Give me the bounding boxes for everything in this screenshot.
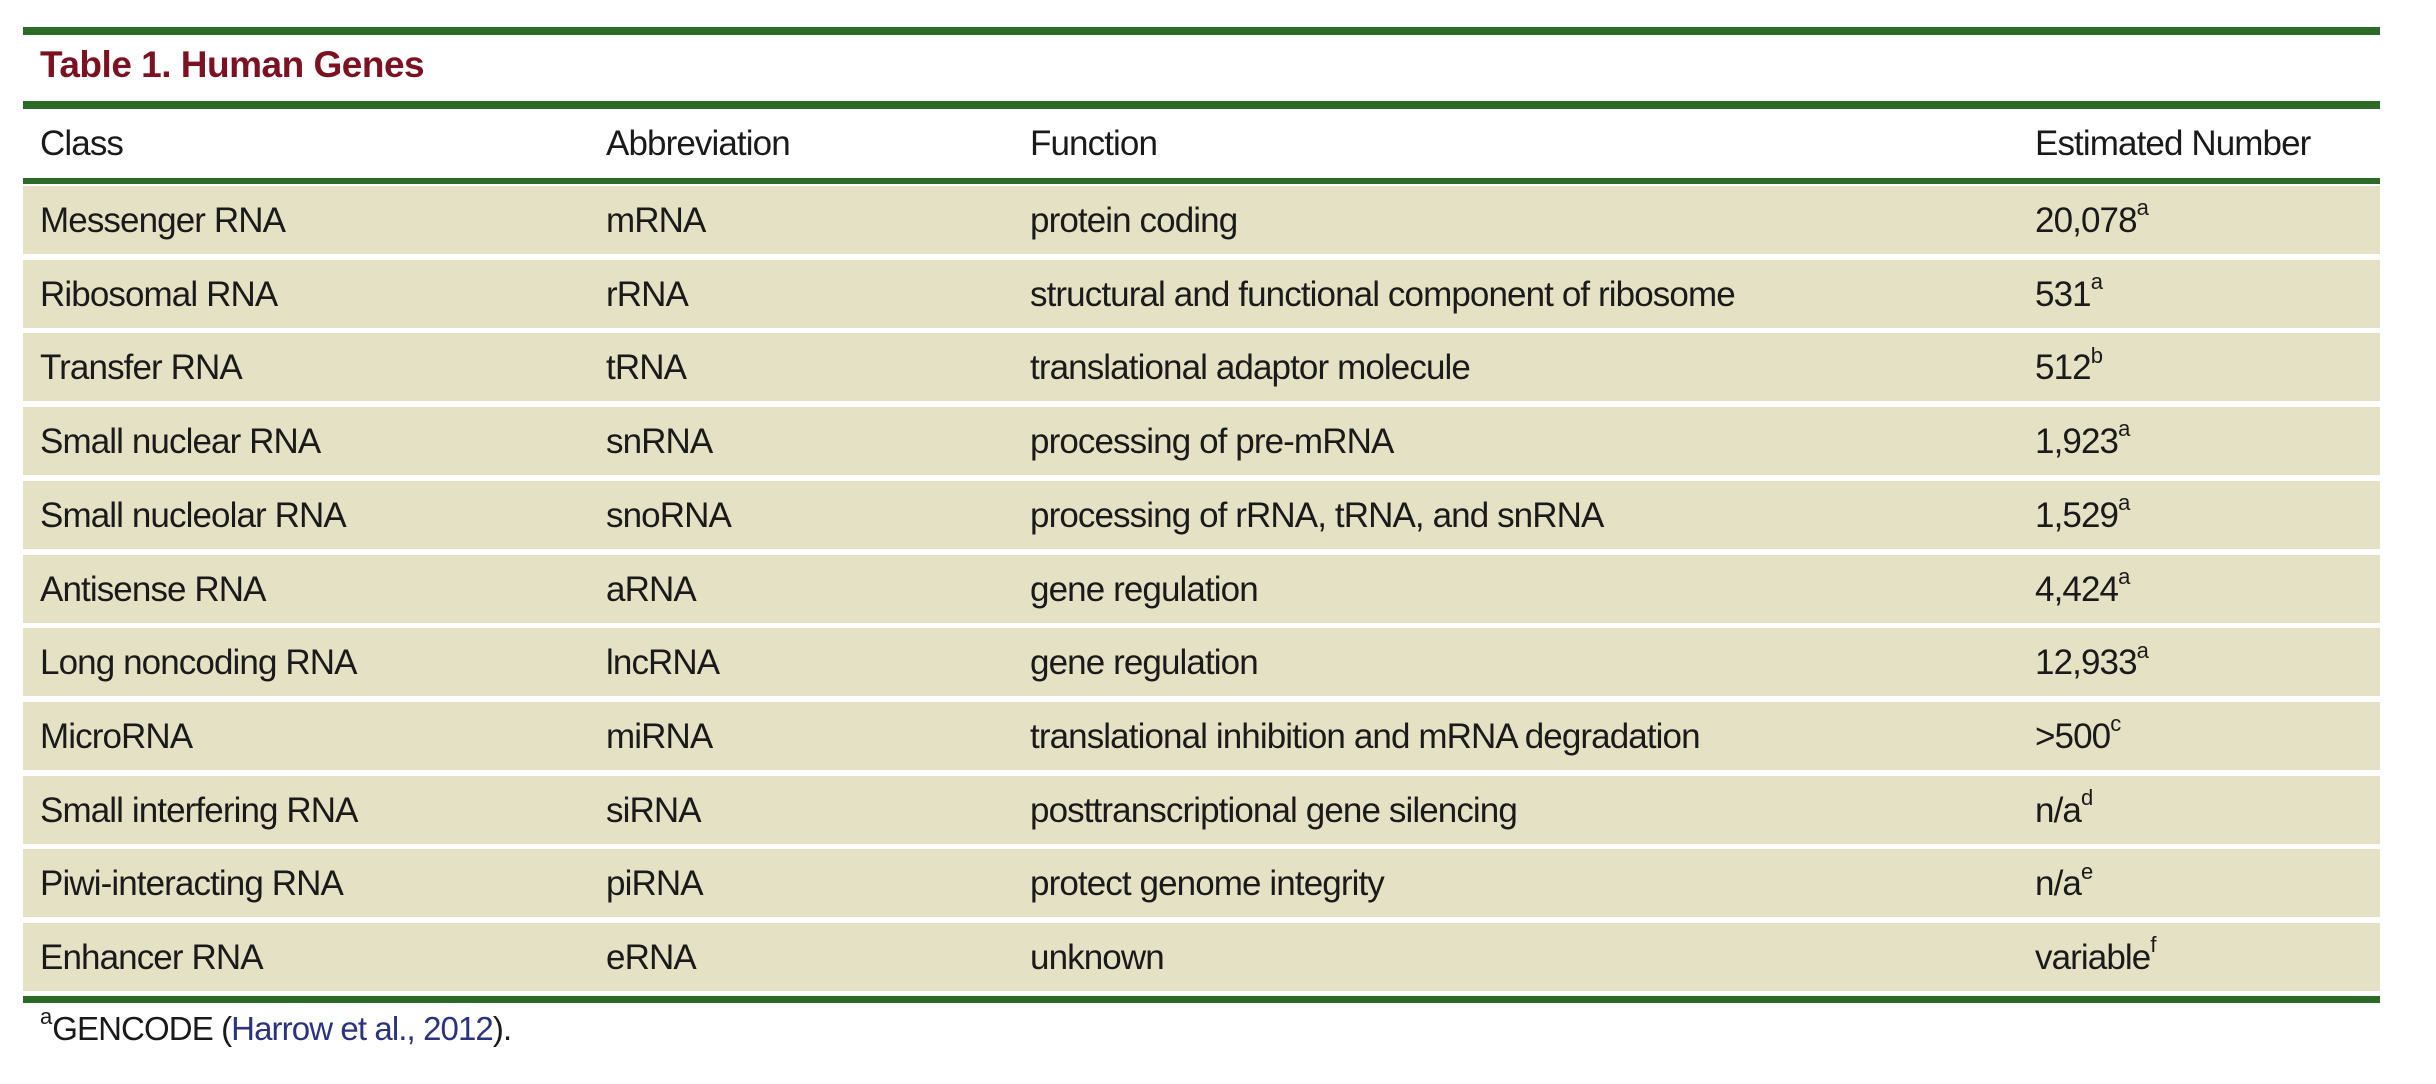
header-rule (23, 178, 2380, 184)
table-row: Small nucleolar RNA snoRNA processing of r… (23, 480, 2380, 551)
cell-function: posttranscriptional gene silencing (1030, 790, 1518, 830)
cell-class: Enhancer RNA (40, 938, 264, 977)
cell-estimated-number: variablef (2035, 923, 2157, 993)
cell-abbreviation: mRNA (606, 201, 706, 240)
number-value: variable (2035, 938, 2151, 977)
number-value: n/a (2035, 790, 2082, 830)
footnote-ref: a (2136, 637, 2149, 663)
header-class: Class (40, 124, 124, 163)
table-header: Class Abbreviation Function Estimated Nu… (23, 110, 2380, 178)
cell-estimated-number: 20,078a (2035, 186, 2149, 256)
cell-estimated-number: 531a (2035, 260, 2103, 330)
footnote-ref: f (2150, 932, 2157, 958)
number-value: n/a (2035, 864, 2082, 904)
footnote-mark: a (40, 1004, 53, 1029)
cell-abbreviation: piRNA (606, 864, 704, 904)
footnote-text: GENCODE ( (52, 1010, 232, 1047)
cell-abbreviation: lncRNA (606, 643, 720, 683)
cell-class: Ribosomal RNA (40, 274, 278, 314)
cell-estimated-number: >500c (2035, 702, 2121, 772)
cell-class: Antisense RNA (40, 569, 267, 609)
footnote-ref: c (2110, 711, 2122, 737)
cell-function: gene regulation (1030, 643, 1259, 683)
cell-class: Small nucleolar RNA (40, 495, 347, 535)
footnote-tail: ). (492, 1010, 512, 1047)
cell-class: Small interfering RNA (40, 790, 359, 830)
cell-function: protein coding (1030, 201, 1238, 240)
number-value: 4,424 (2035, 569, 2119, 609)
cell-function: structural and functional component of r… (1030, 274, 1736, 314)
cell-class: Messenger RNA (40, 201, 286, 240)
cell-class: MicroRNA (40, 716, 193, 756)
cell-abbreviation: snRNA (606, 422, 713, 462)
cell-estimated-number: n/ad (2035, 776, 2093, 846)
cell-function: unknown (1030, 938, 1165, 977)
footnote-ref: b (2090, 342, 2103, 368)
footnote-ref: a (2090, 269, 2103, 295)
cell-function: translational adaptor molecule (1030, 348, 1471, 388)
footnote-ref: a (2118, 416, 2131, 442)
cell-class: Long noncoding RNA (40, 643, 357, 683)
number-value: 20,078 (2035, 201, 2138, 240)
header-estimated-number: Estimated Number (2035, 124, 2311, 163)
cell-class: Small nuclear RNA (40, 422, 321, 462)
cell-estimated-number: 12,933a (2035, 628, 2149, 698)
number-value: 531 (2035, 274, 2092, 314)
table-row: Ribosomal RNA rRNA structural and function… (23, 259, 2380, 330)
cell-class: Piwi-interacting RNA (40, 864, 344, 904)
footnote-ref: a (2118, 563, 2131, 589)
header-function: Function (1030, 124, 1158, 163)
table-row: Piwi-interacting RNA piRNA protect genome … (23, 849, 2380, 919)
cell-function: translational inhibition and mRNA degrad… (1030, 716, 1701, 756)
cell-abbreviation: eRNA (606, 938, 697, 977)
cell-abbreviation: miRNA (606, 716, 713, 756)
cell-estimated-number: 1,923a (2035, 407, 2130, 477)
cell-abbreviation: rRNA (606, 274, 689, 314)
number-value: 512 (2035, 348, 2092, 388)
cell-estimated-number: 512b (2035, 333, 2103, 403)
cell-abbreviation: snoRNA (606, 495, 732, 535)
table-row: Messenger RNA mRNA protein coding 20,078a (23, 186, 2380, 254)
top-rule (23, 27, 2380, 35)
footnote-ref: e (2080, 858, 2094, 884)
cell-function: processing of pre-mRNA (1030, 422, 1394, 462)
cell-abbreviation: aRNA (606, 569, 697, 609)
table-row: Transfer RNA tRNA translational adaptor mo… (23, 333, 2380, 403)
bottom-rule (23, 996, 2380, 1003)
title-rule (23, 101, 2380, 109)
cell-class: Transfer RNA (40, 348, 243, 388)
number-value: 12,933 (2035, 643, 2138, 683)
table-row: Long noncoding RNA lncRNA gene regulation 1… (23, 628, 2380, 698)
footnote-ref: d (2080, 784, 2094, 810)
number-value: 1,529 (2035, 495, 2119, 535)
cell-estimated-number: n/ae (2035, 849, 2093, 919)
cell-estimated-number: 4,424a (2035, 555, 2130, 625)
number-value: >500 (2035, 716, 2111, 756)
cell-abbreviation: siRNA (606, 790, 702, 830)
footnote: aGENCODE (Harrow et al., 2012). (40, 1006, 512, 1048)
table-row: MicroRNA miRNA translational inhibition an… (23, 701, 2380, 772)
table-row: Antisense RNA aRNA gene regulation 4,424a (23, 554, 2380, 625)
header-abbreviation: Abbreviation (606, 124, 791, 163)
cell-abbreviation: tRNA (606, 348, 687, 388)
footnote-ref: a (2118, 490, 2131, 516)
number-value: 1,923 (2035, 422, 2119, 462)
table-row: Small nuclear RNA snRNA processing of pre-… (23, 407, 2380, 477)
cell-function: gene regulation (1030, 569, 1259, 609)
cell-function: protect genome integrity (1030, 864, 1385, 904)
table-row: Enhancer RNA eRNA unknown variablef (23, 923, 2380, 991)
citation-link[interactable]: Harrow et al., 2012 (231, 1010, 494, 1047)
cell-function: processing of rRNA, tRNA, and snRNA (1030, 495, 1604, 535)
footnote-ref: a (2136, 195, 2149, 221)
table-row: Small interfering RNA siRNA posttranscript… (23, 775, 2380, 846)
table-title: Table 1. Human Genes (40, 44, 425, 85)
cell-estimated-number: 1,529a (2035, 481, 2130, 551)
